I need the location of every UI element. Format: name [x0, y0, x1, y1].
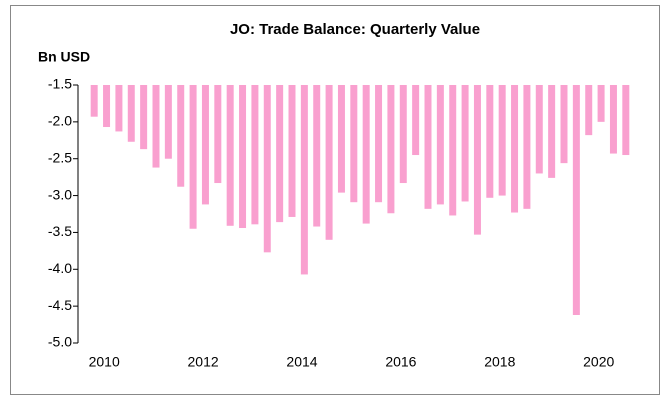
bar	[239, 85, 247, 229]
y-tick-label: -1.5	[48, 76, 72, 92]
y-axis-label: Bn USD	[38, 49, 90, 65]
y-tick-label: -5.0	[48, 334, 72, 350]
bar	[585, 85, 593, 136]
bar	[90, 85, 98, 117]
bar	[609, 85, 617, 154]
bar	[362, 85, 370, 224]
bar	[103, 85, 111, 128]
bar	[486, 85, 494, 198]
y-tick-label: -4.5	[48, 297, 72, 313]
bar	[449, 85, 457, 216]
x-tick-label: 2018	[484, 354, 515, 370]
bar	[473, 85, 481, 235]
bar	[535, 85, 543, 174]
bar	[226, 85, 234, 226]
chart-title: JO: Trade Balance: Quarterly Value	[230, 21, 480, 38]
bar	[622, 85, 630, 156]
y-tick-label: -2.5	[48, 149, 72, 165]
bar	[164, 85, 172, 159]
bar	[300, 85, 308, 275]
bar	[276, 85, 284, 223]
bar	[436, 85, 444, 205]
bar	[498, 85, 506, 196]
y-tick-label: -3.0	[48, 186, 72, 202]
bar	[127, 85, 135, 142]
x-tick-label: 2020	[583, 354, 614, 370]
x-tick-label: 2014	[286, 354, 317, 370]
bar	[189, 85, 197, 229]
bar	[375, 85, 383, 203]
bar	[412, 85, 420, 156]
y-tick-label: -2.0	[48, 113, 72, 129]
bar	[560, 85, 568, 164]
bar	[263, 85, 271, 253]
bar	[251, 85, 259, 225]
bar	[313, 85, 321, 227]
y-tick-label: -4.0	[48, 260, 72, 276]
x-tick-label: 2016	[385, 354, 416, 370]
bar	[511, 85, 519, 213]
bar	[597, 85, 605, 122]
bar	[548, 85, 556, 178]
bar	[140, 85, 148, 150]
y-tick-label: -3.5	[48, 223, 72, 239]
bar	[177, 85, 185, 187]
bar	[424, 85, 432, 209]
bar	[399, 85, 407, 184]
bar	[152, 85, 160, 168]
bar	[214, 85, 222, 184]
x-tick-label: 2010	[89, 354, 120, 370]
bar	[337, 85, 345, 193]
bar	[572, 85, 580, 315]
chart-frame	[10, 5, 660, 395]
bar	[288, 85, 296, 217]
bar	[387, 85, 395, 214]
bar	[523, 85, 531, 209]
bar	[201, 85, 209, 205]
bar	[461, 85, 469, 202]
bar	[115, 85, 123, 132]
x-tick-label: 2012	[188, 354, 219, 370]
bar	[350, 85, 358, 203]
bar	[325, 85, 333, 240]
